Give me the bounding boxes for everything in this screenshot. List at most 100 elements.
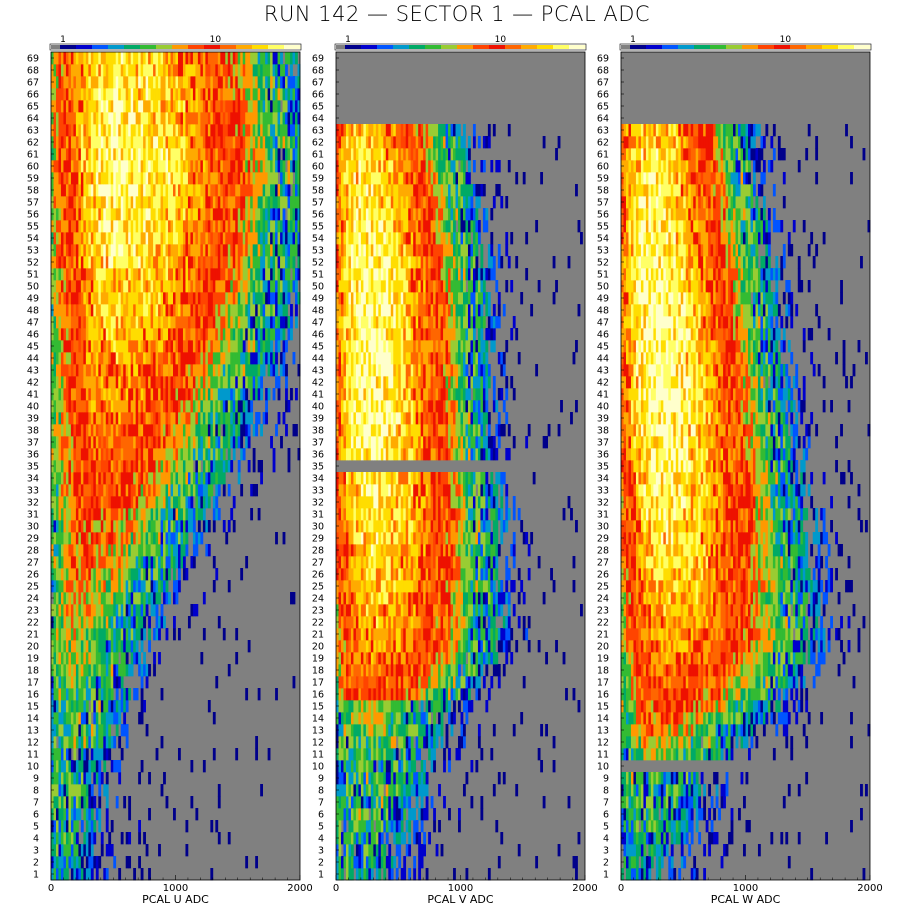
heatmap-cell: [177, 748, 181, 761]
heatmap-cell: [75, 580, 79, 593]
heatmap-cell: [65, 520, 69, 533]
heatmap-cell: [170, 160, 174, 173]
heatmap-cell: [255, 220, 259, 233]
heatmap-cell: [240, 328, 244, 341]
heatmap-cell: [285, 124, 288, 137]
heatmap-cell: [242, 88, 246, 101]
heatmap-cell: [165, 544, 169, 557]
heatmap-cell: [277, 184, 281, 197]
heatmap-cell: [135, 688, 139, 701]
heatmap-cell: [282, 256, 286, 269]
heatmap-cell: [55, 544, 59, 557]
heatmap-cell: [247, 364, 251, 377]
heatmap-cell: [205, 208, 209, 221]
heatmap-cell: [55, 64, 59, 77]
heatmap-cell: [155, 292, 159, 305]
heatmap-cell: [118, 136, 122, 149]
heatmap-cell: [245, 688, 249, 701]
heatmap-cell: [257, 340, 261, 353]
heatmap-cell: [270, 124, 273, 137]
heatmap-cell: [55, 844, 59, 857]
heatmap-cell: [207, 88, 211, 101]
heatmap-cell: [120, 292, 124, 305]
heatmap-cell: [85, 436, 89, 449]
heatmap-cell: [257, 364, 261, 377]
heatmap-cell: [210, 460, 214, 473]
heatmap-cell: [70, 256, 74, 269]
heatmap-cell: [277, 280, 281, 293]
heatmap-cell: [58, 820, 62, 833]
heatmap-cell: [148, 472, 151, 485]
heatmap-cell: [80, 580, 84, 593]
heatmap-cell: [60, 316, 64, 329]
heatmap-cell: [262, 232, 266, 245]
heatmap-cell: [113, 352, 117, 365]
heatmap-cell: [153, 652, 156, 665]
heatmap-cell: [175, 76, 179, 89]
heatmap-cell: [98, 544, 102, 557]
heatmap-cell: [143, 76, 146, 89]
heatmap-cell: [138, 484, 141, 497]
heatmap-cell: [262, 316, 266, 329]
heatmap-cell: [155, 256, 159, 269]
heatmap-cell: [215, 88, 219, 101]
heatmap-cell: [210, 244, 214, 257]
heatmap-cell: [275, 340, 278, 353]
heatmap-cell: [68, 88, 72, 101]
heatmap-cell: [235, 148, 239, 161]
heatmap-cell: [173, 124, 176, 137]
heatmap-cell: [182, 496, 186, 509]
heatmap-cell: [98, 748, 102, 761]
heatmap-cell: [120, 268, 124, 281]
heatmap-cell: [170, 112, 174, 125]
heatmap-cell: [197, 208, 201, 221]
heatmap-cell: [128, 580, 132, 593]
heatmap-cell: [165, 148, 169, 161]
heatmap-cell: [215, 232, 219, 245]
heatmap-cell: [180, 364, 184, 377]
heatmap-cell: [115, 208, 119, 221]
heatmap-cell: [75, 208, 79, 221]
heatmap-cell: [118, 424, 122, 437]
heatmap-cell: [133, 160, 137, 173]
heatmap-cell: [205, 256, 209, 269]
heatmap-cell: [180, 220, 184, 233]
heatmap-cell: [53, 184, 57, 197]
heatmap-cell: [80, 748, 84, 761]
heatmap-cell: [75, 544, 79, 557]
heatmap-cell: [120, 544, 124, 557]
heatmap-cell: [252, 340, 256, 353]
heatmap-cell: [73, 364, 77, 377]
heatmap-cell: [215, 160, 219, 173]
heatmap-cell: [103, 244, 107, 257]
heatmap-cell: [195, 208, 199, 221]
colorbar-swatch: [505, 45, 522, 49]
heatmap-cell: [235, 316, 239, 329]
heatmap-cell: [270, 112, 273, 125]
heatmap-cell: [113, 304, 117, 317]
heatmap-cell: [140, 208, 144, 221]
heatmap-cell: [177, 328, 181, 341]
heatmap-cell: [295, 160, 298, 173]
heatmap-cell: [83, 556, 87, 569]
heatmap-cell: [158, 448, 161, 461]
heatmap-cell: [88, 400, 92, 413]
heatmap-cell: [90, 856, 94, 869]
heatmap-cell: [118, 52, 122, 65]
heatmap-cell: [225, 304, 229, 317]
heatmap-cell: [123, 532, 127, 545]
heatmap-cell: [53, 544, 57, 557]
heatmap-cell: [110, 136, 114, 149]
heatmap-cell: [83, 796, 87, 809]
heatmap-cell: [58, 124, 62, 137]
heatmap-cell: [180, 484, 184, 497]
heatmap-cell: [265, 400, 268, 413]
heatmap-cell: [230, 88, 234, 101]
heatmap-cell: [60, 808, 64, 821]
heatmap-cell: [285, 136, 288, 149]
heatmap-cell: [192, 400, 196, 413]
heatmap-cell: [78, 616, 82, 629]
heatmap-cell: [235, 232, 239, 245]
heatmap-cell: [180, 556, 184, 569]
heatmap-cell: [140, 184, 144, 197]
